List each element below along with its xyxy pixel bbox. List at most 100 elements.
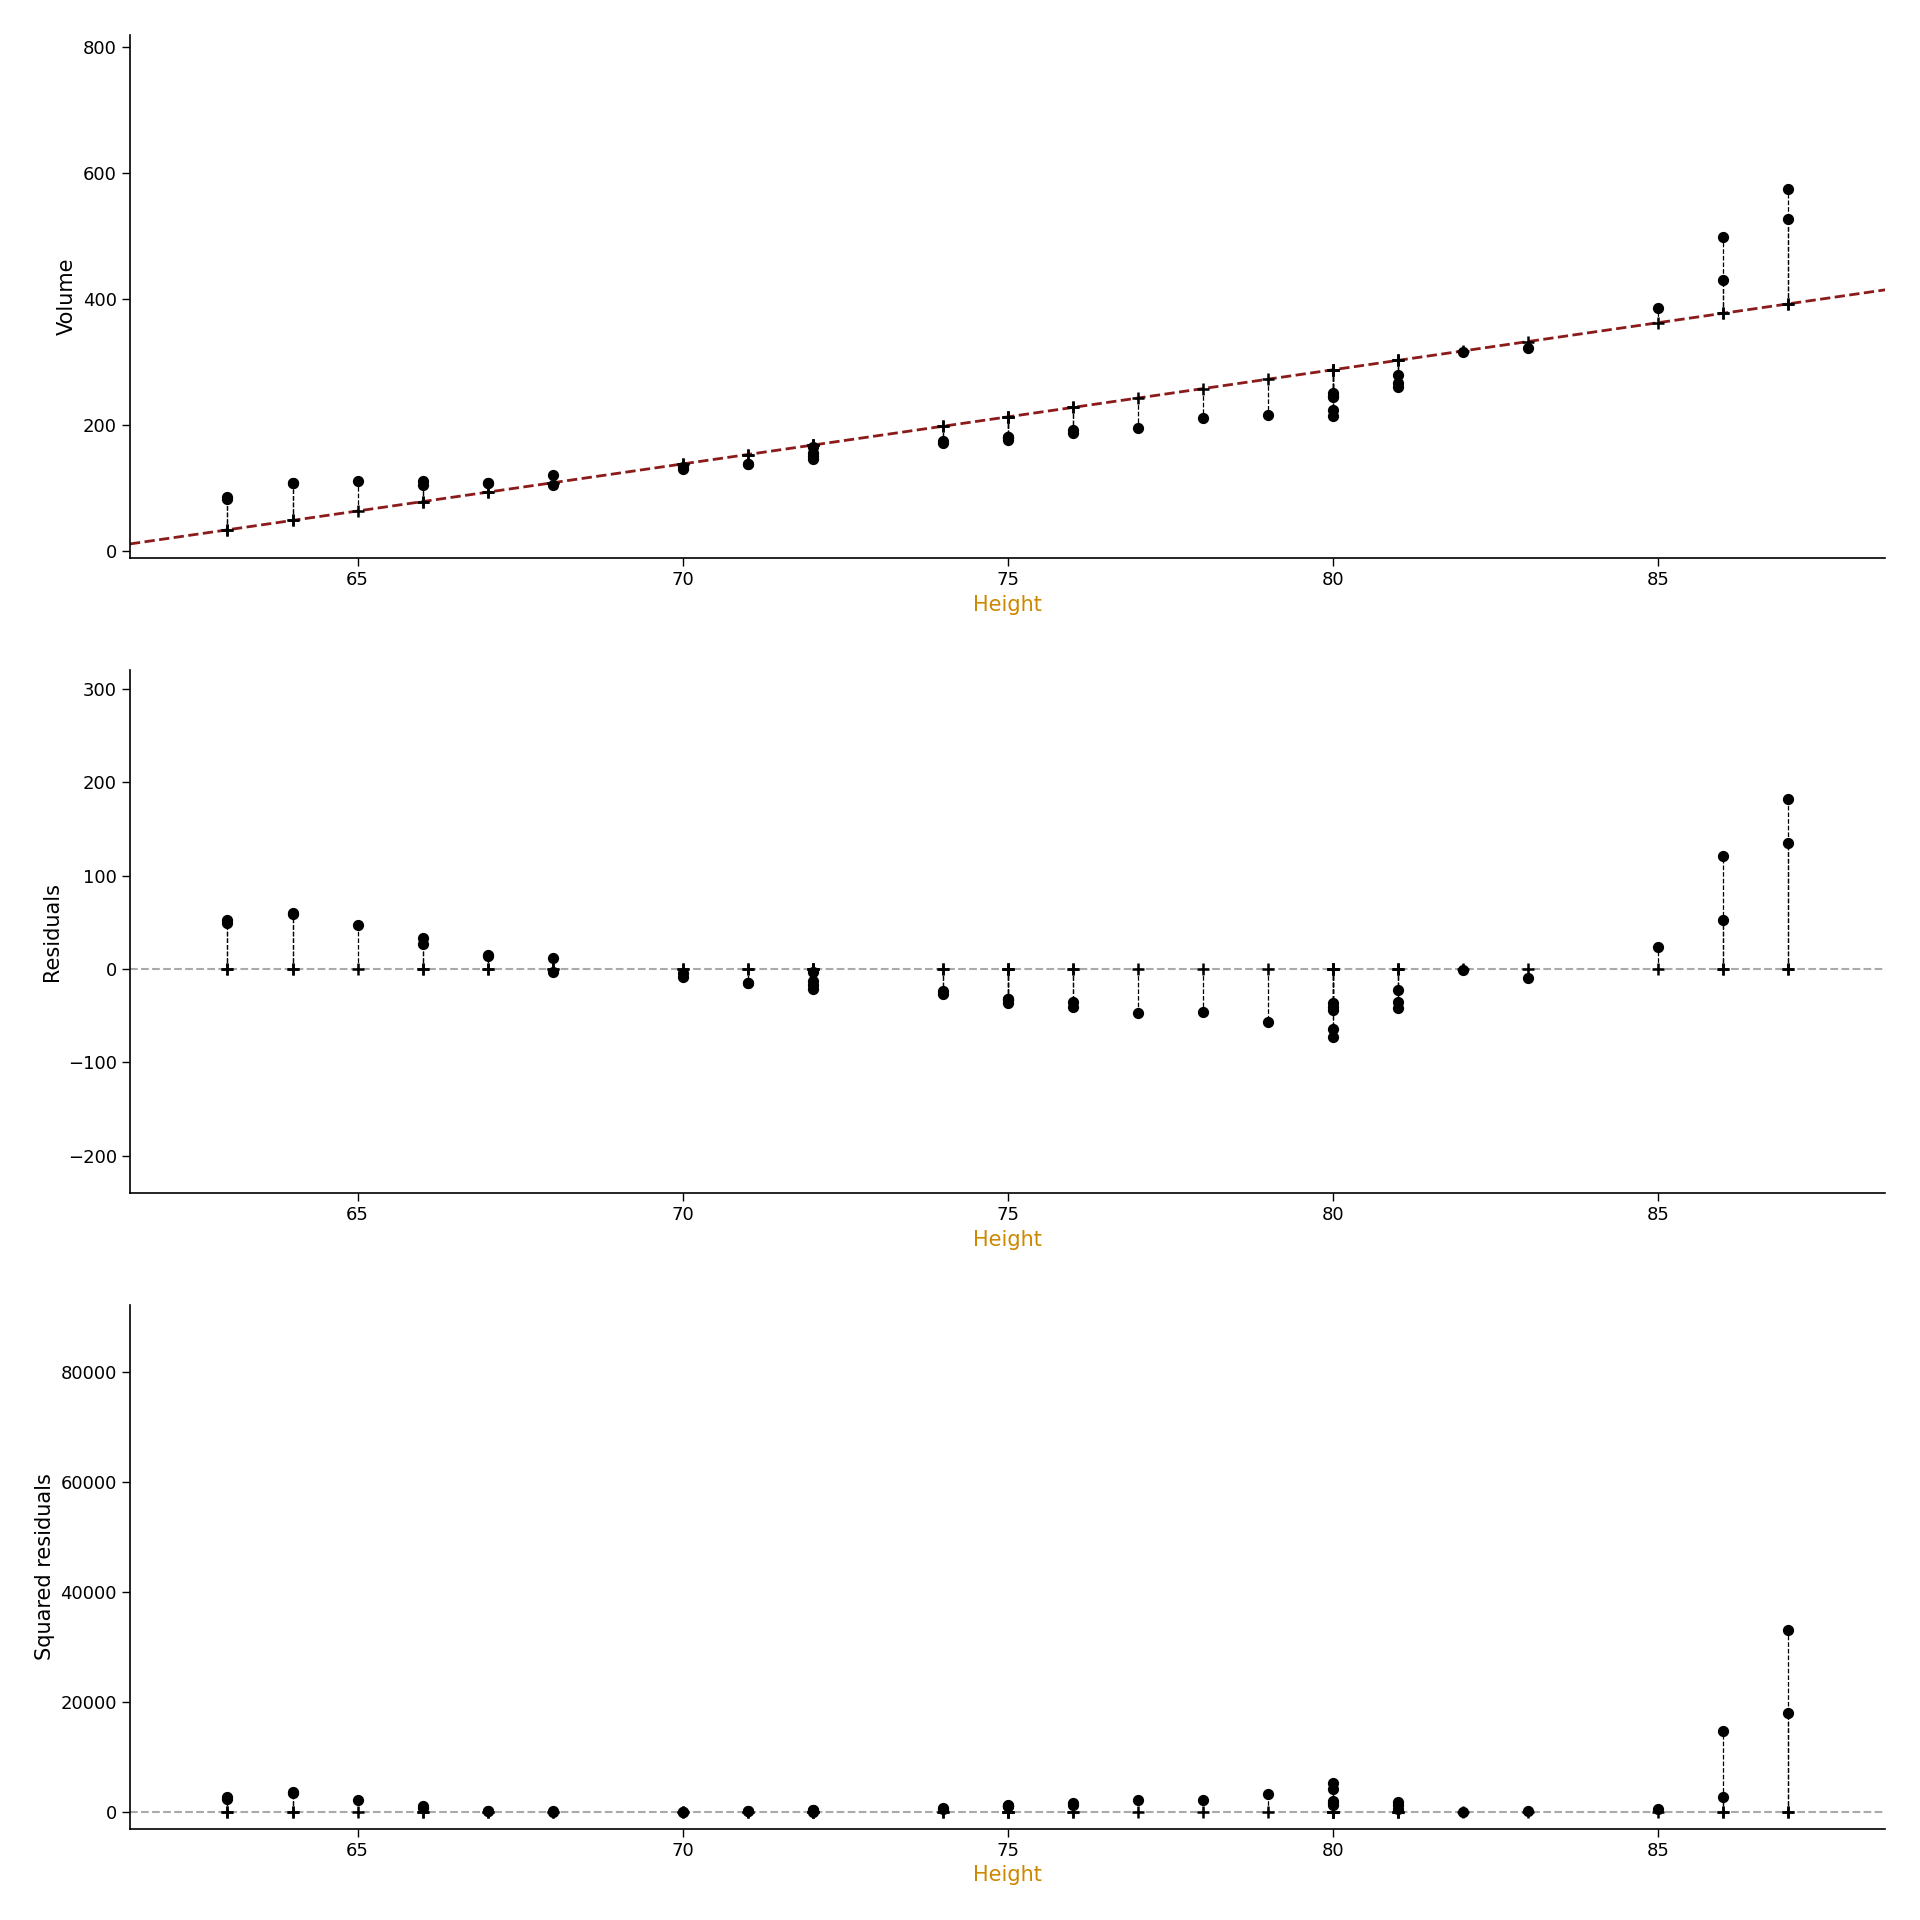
Point — [927, 975, 958, 1006]
Point — [1772, 1797, 1803, 1828]
Point — [1382, 371, 1413, 401]
Point — [993, 1797, 1023, 1828]
Point — [342, 910, 372, 941]
Point — [668, 1797, 699, 1828]
X-axis label: Height: Height — [973, 1231, 1043, 1250]
Point — [797, 970, 828, 1000]
Point — [668, 962, 699, 993]
Point — [797, 1793, 828, 1824]
Point — [993, 401, 1023, 432]
Point — [1187, 1786, 1217, 1816]
Point — [1123, 1797, 1154, 1828]
Point — [1317, 355, 1348, 386]
Point — [1772, 204, 1803, 234]
Point — [1707, 904, 1738, 935]
Point — [407, 486, 438, 516]
Point — [1772, 1797, 1803, 1828]
Point — [342, 1784, 372, 1814]
Point — [927, 411, 958, 442]
Point — [1058, 392, 1089, 422]
Point — [1058, 1797, 1089, 1828]
Point — [732, 968, 762, 998]
Point — [1317, 355, 1348, 386]
Point — [1058, 1797, 1089, 1828]
Point — [1187, 372, 1217, 403]
Point — [407, 468, 438, 499]
Point — [993, 983, 1023, 1014]
Point — [797, 438, 828, 468]
Point — [1317, 1789, 1348, 1820]
Point — [1317, 954, 1348, 985]
Point — [407, 929, 438, 960]
Point — [472, 468, 503, 499]
Point — [1513, 326, 1544, 357]
Point — [732, 1797, 762, 1828]
Point — [797, 956, 828, 987]
Point — [993, 954, 1023, 985]
Point — [407, 1797, 438, 1828]
Point — [927, 411, 958, 442]
Point — [407, 486, 438, 516]
Point — [1187, 954, 1217, 985]
Point — [1252, 1797, 1283, 1828]
Point — [1317, 1786, 1348, 1816]
Point — [1317, 380, 1348, 411]
Point — [1513, 1795, 1544, 1826]
Point — [211, 908, 242, 939]
Point — [1382, 954, 1413, 985]
Point — [472, 476, 503, 507]
Point — [1317, 396, 1348, 426]
Point — [1252, 365, 1283, 396]
X-axis label: Height: Height — [973, 595, 1043, 614]
Point — [993, 1789, 1023, 1820]
Point — [1123, 413, 1154, 444]
Y-axis label: Squared residuals: Squared residuals — [35, 1473, 56, 1661]
Point — [1772, 175, 1803, 205]
Point — [276, 1797, 307, 1828]
Point — [538, 1797, 568, 1828]
Point — [797, 954, 828, 985]
Point — [1058, 415, 1089, 445]
Point — [538, 956, 568, 987]
Point — [668, 1797, 699, 1828]
Point — [1382, 993, 1413, 1023]
Point — [1317, 1797, 1348, 1828]
Point — [276, 467, 307, 497]
Point — [927, 1793, 958, 1824]
Point — [797, 1795, 828, 1826]
Point — [1707, 1797, 1738, 1828]
Point — [1382, 1788, 1413, 1818]
Point — [927, 954, 958, 985]
Point — [472, 467, 503, 497]
Point — [993, 1791, 1023, 1822]
Point — [1707, 1797, 1738, 1828]
Point — [407, 1791, 438, 1822]
Point — [1382, 1789, 1413, 1820]
Point — [993, 1791, 1023, 1822]
Point — [1382, 1797, 1413, 1828]
Point — [1382, 346, 1413, 376]
Point — [1772, 954, 1803, 985]
Point — [797, 1797, 828, 1828]
Point — [1513, 962, 1544, 993]
Point — [1642, 954, 1672, 985]
Point — [797, 973, 828, 1004]
Point — [668, 451, 699, 482]
Point — [927, 954, 958, 985]
Point — [1317, 355, 1348, 386]
Point — [1252, 399, 1283, 430]
Point — [342, 495, 372, 526]
Point — [1707, 1716, 1738, 1747]
Point — [1058, 954, 1089, 985]
Point — [797, 430, 828, 461]
Point — [1382, 975, 1413, 1006]
Point — [1772, 288, 1803, 319]
Point — [1448, 336, 1478, 367]
Point — [276, 954, 307, 985]
Point — [1317, 954, 1348, 985]
Point — [993, 954, 1023, 985]
Point — [1058, 1789, 1089, 1820]
Point — [1772, 1697, 1803, 1728]
Point — [1772, 783, 1803, 814]
Point — [668, 1797, 699, 1828]
